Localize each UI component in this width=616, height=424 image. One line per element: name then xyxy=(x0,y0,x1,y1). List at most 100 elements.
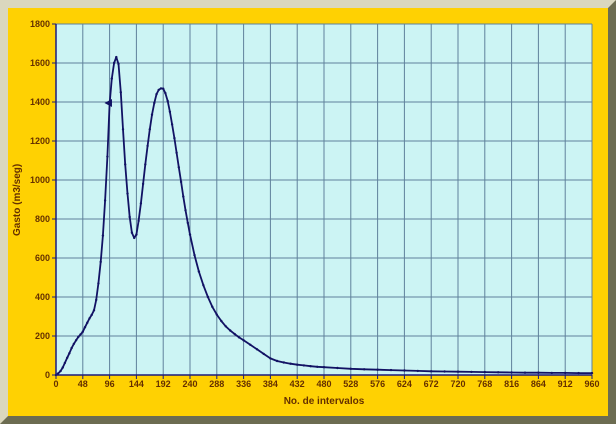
x-axis-labels: 0 48 96 144 192 240 288 336 384 432 480 528 576 624 67… xyxy=(53,379,599,391)
y-tick-label: 200 xyxy=(34,331,50,341)
data-point xyxy=(242,339,245,342)
x-tick-label: 816 xyxy=(504,379,520,389)
data-point xyxy=(90,313,93,317)
data-point xyxy=(173,136,176,140)
data-point xyxy=(316,365,319,368)
data-point xyxy=(117,62,120,66)
triangle-marker xyxy=(104,98,112,107)
data-point xyxy=(97,282,100,285)
data-point xyxy=(296,363,299,366)
data-point xyxy=(269,357,272,360)
data-point xyxy=(322,366,326,369)
data-point xyxy=(430,370,433,373)
data-point xyxy=(289,362,292,365)
data-point xyxy=(150,113,154,116)
data-point xyxy=(126,192,129,195)
x-tick-label: 768 xyxy=(477,379,493,389)
data-point xyxy=(112,61,116,65)
data-point xyxy=(144,163,147,166)
data-point xyxy=(128,215,131,219)
data-point xyxy=(523,371,527,374)
data-point xyxy=(63,361,67,365)
data-point xyxy=(88,317,91,320)
x-tick-label: 528 xyxy=(343,379,359,389)
data-point xyxy=(166,99,169,103)
data-point xyxy=(146,144,149,148)
data-point xyxy=(211,305,214,308)
data-point xyxy=(302,364,306,367)
data-point xyxy=(164,92,167,95)
data-point xyxy=(95,298,98,302)
data-point xyxy=(99,260,102,264)
plot-svg xyxy=(52,23,594,379)
data-point xyxy=(119,91,122,94)
data-point xyxy=(133,236,136,240)
data-point xyxy=(139,202,143,205)
y-tick-label: 0 xyxy=(44,370,50,380)
x-tick-label: 576 xyxy=(370,379,386,389)
data-point xyxy=(110,77,113,80)
data-point xyxy=(186,221,189,225)
data-point xyxy=(215,313,218,316)
data-point xyxy=(309,365,312,368)
data-point xyxy=(470,370,473,374)
data-point xyxy=(141,182,145,186)
data-point xyxy=(81,330,84,333)
data-point xyxy=(103,199,107,202)
data-point xyxy=(275,359,279,363)
data-point xyxy=(590,371,594,375)
data-point xyxy=(197,270,201,273)
y-axis-title: Gasto (m3/seg) xyxy=(12,163,23,236)
x-tick-label: 384 xyxy=(262,379,278,389)
data-point xyxy=(179,180,183,184)
data-point xyxy=(577,371,580,375)
data-point xyxy=(77,335,80,339)
data-point xyxy=(137,219,140,223)
data-point xyxy=(255,348,259,351)
data-point xyxy=(220,319,223,323)
x-tick-label: 192 xyxy=(155,379,171,389)
x-tick-label: 624 xyxy=(396,379,412,389)
data-point xyxy=(249,343,252,346)
x-tick-label: 864 xyxy=(530,379,546,389)
x-tick-label: 0 xyxy=(53,379,59,389)
x-tick-label: 336 xyxy=(236,379,252,389)
data-point xyxy=(155,93,158,96)
x-axis-title: No. de intervalos xyxy=(283,396,365,407)
data-point xyxy=(135,233,138,236)
data-point xyxy=(184,209,187,212)
data-point xyxy=(170,123,174,126)
data-point xyxy=(86,321,89,324)
data-point xyxy=(262,352,265,356)
data-point xyxy=(233,332,236,336)
data-point xyxy=(483,370,486,374)
data-point xyxy=(106,155,109,158)
data-point xyxy=(202,284,205,287)
x-tick-label: 672 xyxy=(423,379,439,389)
data-point xyxy=(157,88,160,92)
data-point xyxy=(72,342,76,345)
data-point xyxy=(376,368,379,371)
data-point xyxy=(175,151,178,154)
y-axis-labels: 0 200 400 600 800 1000 1200 1400 1600 1800 xyxy=(8,19,52,380)
x-tick-label: 960 xyxy=(584,379,600,389)
data-point xyxy=(456,370,460,373)
data-point xyxy=(510,371,513,374)
data-point xyxy=(224,325,227,328)
data-point xyxy=(182,195,185,198)
y-tick-label: 1200 xyxy=(29,136,50,146)
data-point xyxy=(177,166,180,169)
data-point xyxy=(416,369,419,373)
x-tick-label: 288 xyxy=(209,379,225,389)
data-point xyxy=(159,87,163,90)
data-point xyxy=(349,367,352,370)
data-point xyxy=(550,371,553,375)
x-tick-label: 48 xyxy=(77,379,88,389)
y-tick-label: 400 xyxy=(34,292,50,302)
y-tick-label: 600 xyxy=(34,253,50,263)
data-point xyxy=(193,253,196,257)
y-tick-label: 1400 xyxy=(29,97,50,107)
data-point xyxy=(66,356,69,359)
data-point xyxy=(153,101,156,105)
